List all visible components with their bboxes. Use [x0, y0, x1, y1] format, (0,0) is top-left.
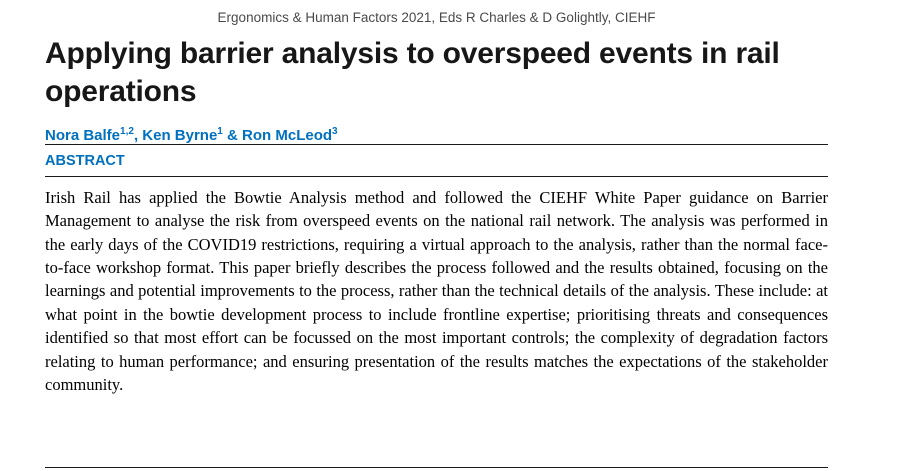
divider-below-abstract-heading [45, 175, 828, 177]
author-name: Nora Balfe [45, 126, 121, 144]
author-affiliation-marker: 1 [217, 125, 223, 137]
paper-content: Ergonomics & Human Factors 2021, Eds R C… [45, 10, 828, 395]
abstract-heading: ABSTRACT [45, 152, 125, 169]
divider-above-abstract [45, 143, 828, 145]
author-name: , Ken Byrne [133, 126, 218, 144]
author-name: & Ron McLeod [222, 126, 333, 144]
abstract-paragraph: Irish Rail has applied the Bowtie Analys… [45, 187, 828, 395]
author-line: Nora Balfe1,2, Ken Byrne1 & Ron McLeod3 [45, 125, 828, 144]
paper-title: Applying barrier analysis to overspeed e… [45, 37, 780, 108]
conference-header: Ergonomics & Human Factors 2021, Eds R C… [217, 10, 656, 25]
author-affiliation-marker: 1,2 [120, 125, 134, 137]
author-affiliation-marker: 3 [332, 125, 338, 137]
bottom-divider [45, 467, 828, 468]
